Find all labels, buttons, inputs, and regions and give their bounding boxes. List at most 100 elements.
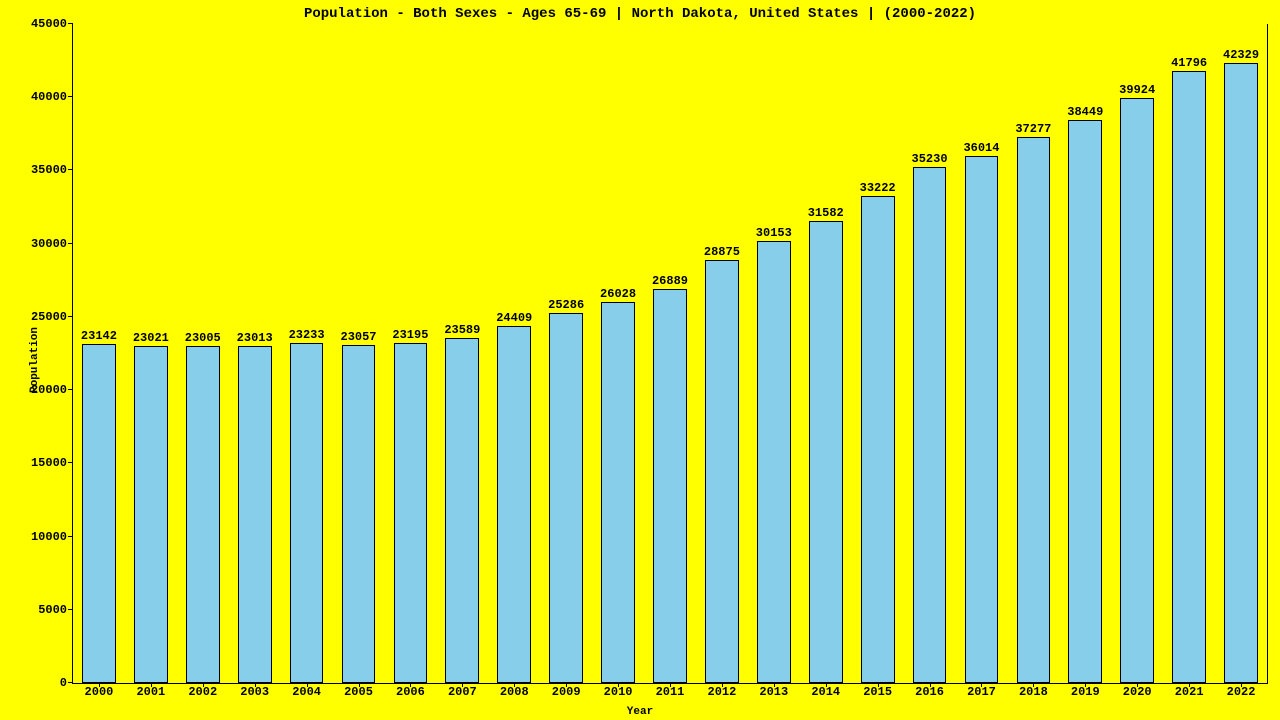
bar-value-label: 35230 <box>912 152 948 166</box>
x-axis-label: Year <box>0 706 1280 718</box>
y-tick-label: 35000 <box>31 163 73 177</box>
bar-slot: 260282010 <box>592 24 644 683</box>
bar-value-label: 30153 <box>756 226 792 240</box>
y-tick-label: 10000 <box>31 530 73 544</box>
x-tick-mark <box>1085 683 1086 687</box>
x-tick-mark <box>1033 683 1034 687</box>
bar-value-label: 41796 <box>1171 56 1207 70</box>
x-tick-mark <box>1189 683 1190 687</box>
bar-value-label: 23195 <box>392 328 428 342</box>
bar-value-label: 23142 <box>81 329 117 343</box>
bar: 23195 <box>394 343 428 683</box>
bar-value-label: 23005 <box>185 331 221 345</box>
bar-slot: 399242020 <box>1111 24 1163 683</box>
bar-value-label: 39924 <box>1119 83 1155 97</box>
bar: 26889 <box>653 289 687 683</box>
bar: 23233 <box>290 343 324 683</box>
x-tick-mark <box>462 683 463 687</box>
x-tick-mark <box>670 683 671 687</box>
bar-slot: 230572005 <box>333 24 385 683</box>
y-tick-label: 20000 <box>31 383 73 397</box>
bar-value-label: 26889 <box>652 274 688 288</box>
bar-slot: 360142017 <box>956 24 1008 683</box>
bar-slot: 231952006 <box>384 24 436 683</box>
bar: 42329 <box>1224 63 1258 683</box>
bar-value-label: 23013 <box>237 331 273 345</box>
x-tick-mark <box>566 683 567 687</box>
bar-value-label: 23057 <box>340 330 376 344</box>
bar-slot: 230052002 <box>177 24 229 683</box>
bar-slot: 352302016 <box>904 24 956 683</box>
bar-slot: 423292022 <box>1215 24 1267 683</box>
bar: 23005 <box>186 346 220 683</box>
x-tick-mark <box>1137 683 1138 687</box>
x-tick-mark <box>826 683 827 687</box>
bar-slot: 230132003 <box>229 24 281 683</box>
bar-value-label: 42329 <box>1223 48 1259 62</box>
x-tick-mark <box>151 683 152 687</box>
bar-slot: 384492019 <box>1059 24 1111 683</box>
bar-value-label: 28875 <box>704 245 740 259</box>
bar: 24409 <box>497 326 531 683</box>
x-tick-mark <box>410 683 411 687</box>
x-tick-mark <box>307 683 308 687</box>
bar-value-label: 33222 <box>860 181 896 195</box>
x-tick-mark <box>514 683 515 687</box>
bar-slot: 417962021 <box>1163 24 1215 683</box>
bar-value-label: 25286 <box>548 298 584 312</box>
bar-slot: 244092008 <box>488 24 540 683</box>
bar: 35230 <box>913 167 947 683</box>
x-tick-mark <box>255 683 256 687</box>
y-tick-label: 40000 <box>31 90 73 104</box>
x-tick-mark <box>1241 683 1242 687</box>
x-tick-mark <box>774 683 775 687</box>
y-tick-label: 15000 <box>31 456 73 470</box>
bar-value-label: 23233 <box>289 328 325 342</box>
y-tick-label: 0 <box>60 676 73 690</box>
bar: 23057 <box>342 345 376 683</box>
y-tick-label: 25000 <box>31 310 73 324</box>
y-tick-label: 45000 <box>31 17 73 31</box>
bar: 36014 <box>965 156 999 683</box>
bar-slot: 235892007 <box>436 24 488 683</box>
bars-row: 2314220002302120012300520022301320032323… <box>73 24 1267 683</box>
bar: 26028 <box>601 302 635 683</box>
bar: 41796 <box>1172 71 1206 683</box>
bar: 23013 <box>238 346 272 683</box>
bar-value-label: 36014 <box>963 141 999 155</box>
bar-slot: 252862009 <box>540 24 592 683</box>
y-tick-label: 30000 <box>31 237 73 251</box>
x-tick-mark <box>930 683 931 687</box>
bar-value-label: 26028 <box>600 287 636 301</box>
x-tick-mark <box>359 683 360 687</box>
bar-value-label: 37277 <box>1015 122 1051 136</box>
bar-chart: Population - Both Sexes - Ages 65-69 | N… <box>0 0 1280 720</box>
x-tick-mark <box>203 683 204 687</box>
bar-slot: 230212001 <box>125 24 177 683</box>
bar-slot: 288752012 <box>696 24 748 683</box>
bar: 28875 <box>705 260 739 683</box>
bar-slot: 231422000 <box>73 24 125 683</box>
bar-slot: 372772018 <box>1007 24 1059 683</box>
bar-slot: 232332004 <box>281 24 333 683</box>
bar: 31582 <box>809 221 843 684</box>
bar-value-label: 31582 <box>808 206 844 220</box>
bar-value-label: 24409 <box>496 311 532 325</box>
x-tick-mark <box>878 683 879 687</box>
bar: 25286 <box>549 313 583 683</box>
bar-slot: 268892011 <box>644 24 696 683</box>
bar: 23589 <box>445 338 479 683</box>
x-tick-mark <box>99 683 100 687</box>
bar-slot: 332222015 <box>852 24 904 683</box>
bar: 39924 <box>1120 98 1154 683</box>
bar-value-label: 23589 <box>444 323 480 337</box>
bar: 23142 <box>82 344 116 683</box>
plot-area: 0500010000150002000025000300003500040000… <box>72 24 1268 684</box>
bar-value-label: 23021 <box>133 331 169 345</box>
bar: 38449 <box>1068 120 1102 683</box>
bar: 23021 <box>134 346 168 683</box>
x-tick-mark <box>722 683 723 687</box>
x-tick-mark <box>981 683 982 687</box>
bar-value-label: 38449 <box>1067 105 1103 119</box>
bar-slot: 315822014 <box>800 24 852 683</box>
